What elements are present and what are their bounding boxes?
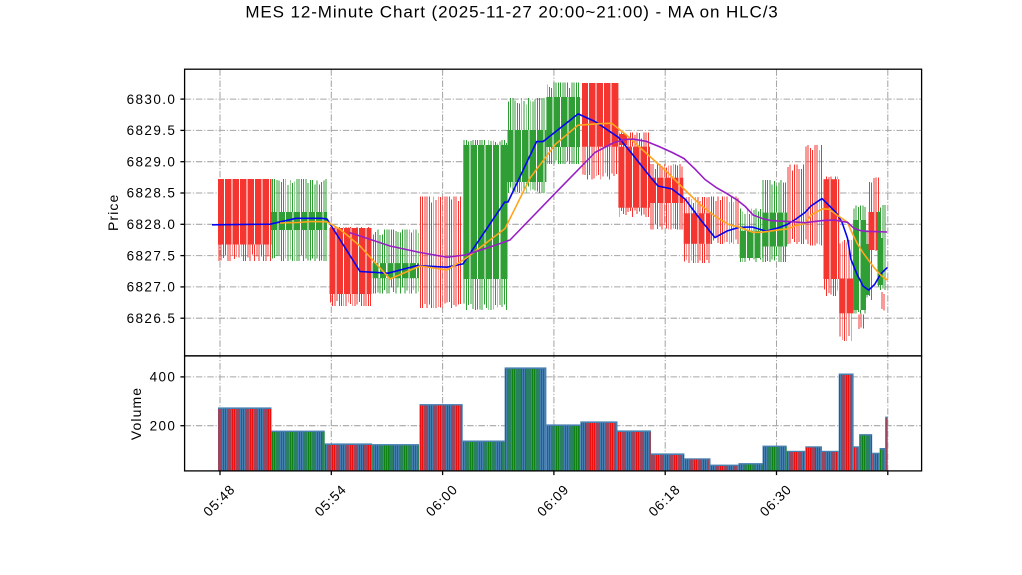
svg-text:6828.5: 6828.5 [127, 186, 177, 201]
svg-text:MES 12-Minute Chart (2025-11-2: MES 12-Minute Chart (2025-11-27 20:00~21… [245, 2, 778, 21]
svg-text:200: 200 [150, 418, 177, 433]
svg-text:6828.0: 6828.0 [127, 217, 177, 232]
svg-text:400: 400 [150, 370, 177, 385]
svg-text:6829.5: 6829.5 [127, 123, 177, 138]
svg-text:6827.5: 6827.5 [127, 248, 177, 263]
svg-text:6827.0: 6827.0 [127, 280, 177, 295]
svg-text:Volume: Volume [128, 387, 144, 440]
svg-text:Price: Price [105, 194, 121, 231]
svg-text:6830.0: 6830.0 [127, 92, 177, 107]
svg-text:6826.5: 6826.5 [127, 311, 177, 326]
svg-text:6829.0: 6829.0 [127, 154, 177, 169]
